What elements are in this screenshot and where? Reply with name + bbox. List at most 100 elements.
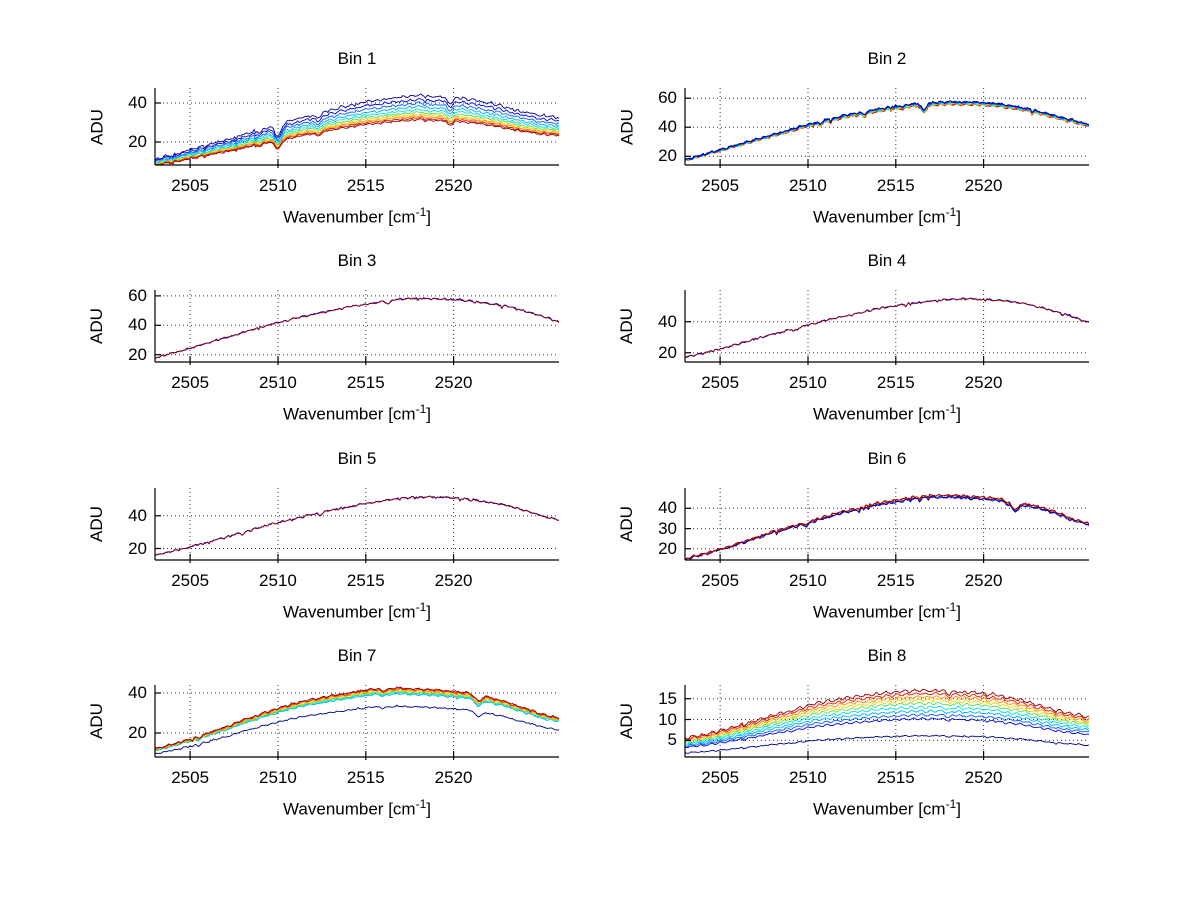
x-tick-label: 2510 xyxy=(789,176,827,195)
spectrum-line xyxy=(685,695,1089,741)
x-tick-label: 2510 xyxy=(789,373,827,392)
subplot-bin-6: Bin 6 ADU Wavenumber [cm-1] 20 30 40 2505 25… xyxy=(570,446,1104,635)
plot-area xyxy=(154,88,559,168)
x-axis-label: Wavenumber [cm-1] xyxy=(283,205,431,227)
x-axis-label: Wavenumber [cm-1] xyxy=(813,402,961,424)
spectrum-line xyxy=(155,110,559,165)
spectrum-line xyxy=(685,297,1089,359)
plot-area xyxy=(154,290,559,365)
spectrum-line xyxy=(685,100,1089,160)
subplot-title: Bin 2 xyxy=(867,49,907,68)
y-tick-label: 40 xyxy=(658,311,677,331)
spectrum-line xyxy=(685,494,1089,560)
spectrum-line xyxy=(685,709,1089,746)
subplot-bin-7: Bin 7 ADU Wavenumber [cm-1] 20 40 2505 2510… xyxy=(40,643,574,832)
x-tick-label: 2520 xyxy=(964,176,1003,195)
x-tick-label: 2505 xyxy=(701,176,740,195)
subplot-title: Bin 8 xyxy=(867,646,907,665)
y-tick-label: 15 xyxy=(658,688,677,708)
y-tick-label: 30 xyxy=(658,518,677,538)
x-tick-label: 2510 xyxy=(789,768,827,787)
y-tick-label: 40 xyxy=(658,498,677,518)
plot-area xyxy=(154,488,559,563)
x-tick-label: 2510 xyxy=(259,373,297,392)
x-tick-label: 2505 xyxy=(701,768,740,787)
y-tick-label: 20 xyxy=(128,131,147,151)
subplot-bin-3: Bin 3 ADU Wavenumber [cm-1] 20 40 60 2505 25… xyxy=(40,248,574,437)
spectrum-line xyxy=(685,717,1089,749)
x-axis-label: Wavenumber [cm-1] xyxy=(283,402,431,424)
spectrum-line xyxy=(155,297,559,359)
x-tick-label: 2520 xyxy=(964,571,1003,590)
spectrum-line xyxy=(685,691,1089,741)
spectrum-line xyxy=(155,692,559,752)
plot-area xyxy=(154,685,559,760)
x-tick-label: 2505 xyxy=(171,768,210,787)
subplot-bin-1: Bin 1 ADU Wavenumber [cm-1] 20 40 2505 2510… xyxy=(40,46,574,240)
spectrum-line xyxy=(685,494,1089,560)
spectrum-line xyxy=(155,108,559,164)
spectrum-line xyxy=(155,297,559,359)
spectrum-line xyxy=(155,686,559,750)
y-tick-label: 40 xyxy=(658,117,677,137)
x-axis-label: Wavenumber [cm-1] xyxy=(813,600,961,622)
y-tick-label: 40 xyxy=(128,505,147,525)
spectrum-line xyxy=(685,103,1089,162)
x-axis-label: Wavenumber [cm-1] xyxy=(283,797,431,819)
subplot-title: Bin 3 xyxy=(337,251,377,270)
x-tick-label: 2520 xyxy=(964,768,1003,787)
x-tick-label: 2505 xyxy=(701,571,740,590)
spectrum-line xyxy=(685,705,1089,744)
spectrum-line xyxy=(685,101,1089,161)
spectrum-line xyxy=(155,115,559,165)
x-tick-label: 2520 xyxy=(434,373,473,392)
y-tick-label: 40 xyxy=(128,315,147,335)
x-tick-label: 2505 xyxy=(171,176,210,195)
spectrum-line xyxy=(155,689,559,751)
x-tick-label: 2510 xyxy=(259,571,297,590)
subplot-title: Bin 5 xyxy=(337,449,377,468)
y-tick-label: 20 xyxy=(128,344,147,364)
x-tick-label: 2520 xyxy=(964,373,1003,392)
spectrum-line xyxy=(685,701,1089,744)
plot-area xyxy=(684,290,1089,365)
spectrum-line xyxy=(155,688,559,751)
plot-area xyxy=(684,88,1089,168)
y-tick-label: 5 xyxy=(667,730,677,750)
subplot-title: Bin 6 xyxy=(867,449,907,468)
x-tick-label: 2515 xyxy=(876,176,915,195)
spectrum-line xyxy=(685,101,1089,161)
x-tick-label: 2520 xyxy=(434,571,473,590)
y-tick-label: 20 xyxy=(658,342,677,362)
spectrum-line xyxy=(155,101,559,162)
y-tick-label: 60 xyxy=(658,88,677,108)
x-tick-label: 2515 xyxy=(346,176,385,195)
x-tick-label: 2520 xyxy=(434,176,473,195)
spectrum-line xyxy=(155,118,559,165)
spectrum-line xyxy=(155,687,559,750)
y-tick-label: 20 xyxy=(128,538,147,558)
spectrum-line xyxy=(155,113,559,165)
x-tick-label: 2510 xyxy=(259,768,297,787)
y-tick-label: 40 xyxy=(128,683,147,702)
x-tick-label: 2505 xyxy=(171,373,210,392)
x-tick-label: 2520 xyxy=(434,768,473,787)
spectrum-line xyxy=(155,495,559,557)
plot-area xyxy=(684,488,1089,563)
spectrum-line xyxy=(685,713,1089,748)
subplot-bin-8: Bin 8 ADU Wavenumber [cm-1] 5 10 15 2505 251… xyxy=(570,643,1104,832)
spectrum-line xyxy=(685,688,1089,740)
subplot-bin-5: Bin 5 ADU Wavenumber [cm-1] 20 40 2505 2510… xyxy=(40,446,574,635)
y-tick-label: 40 xyxy=(128,93,147,112)
subplot-title: Bin 4 xyxy=(867,251,907,270)
x-tick-label: 2505 xyxy=(171,571,210,590)
x-tick-label: 2515 xyxy=(346,768,385,787)
x-tick-label: 2510 xyxy=(789,571,827,590)
y-tick-label: 20 xyxy=(128,723,147,742)
x-axis-label: Wavenumber [cm-1] xyxy=(813,797,961,819)
x-tick-label: 2515 xyxy=(876,373,915,392)
x-axis-label: Wavenumber [cm-1] xyxy=(283,600,431,622)
x-tick-label: 2515 xyxy=(876,768,915,787)
x-tick-label: 2505 xyxy=(701,373,740,392)
